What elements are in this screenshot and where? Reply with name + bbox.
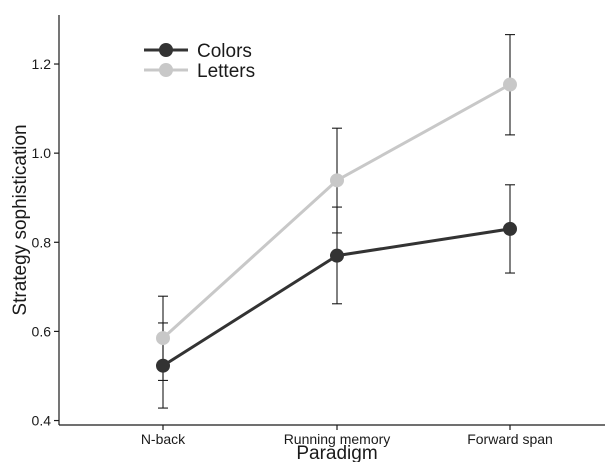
x-tick-label: Running memory	[284, 431, 391, 447]
y-tick-label: 1.0	[32, 145, 52, 161]
legend-swatch-point	[159, 63, 173, 77]
y-tick-label: 0.4	[32, 413, 52, 429]
data-point-colors	[503, 221, 517, 236]
data-point-colors	[156, 358, 170, 373]
x-axis: N-back Running memory Forward span	[59, 424, 605, 447]
legend-swatch-point	[159, 43, 173, 57]
data-point-letters	[503, 77, 517, 92]
y-tick-label: 0.8	[32, 234, 52, 250]
legend-label-letters: Letters	[197, 61, 255, 82]
x-axis-title: Paradigm	[296, 443, 377, 462]
data-point-letters	[330, 173, 344, 188]
y-tick-label: 1.2	[32, 56, 52, 72]
x-tick-label: Forward span	[467, 431, 553, 447]
legend-label-colors: Colors	[197, 41, 252, 62]
y-axis-title: Strategy sophistication	[10, 124, 31, 315]
y-tick-label: 0.6	[32, 323, 52, 339]
data-point-letters	[156, 331, 170, 346]
x-tick-label: N-back	[141, 431, 186, 447]
y-axis: 0.4 0.6 0.8 1.0 1.2	[32, 15, 60, 429]
data-point-colors	[330, 248, 344, 263]
plot-area	[156, 34, 517, 409]
